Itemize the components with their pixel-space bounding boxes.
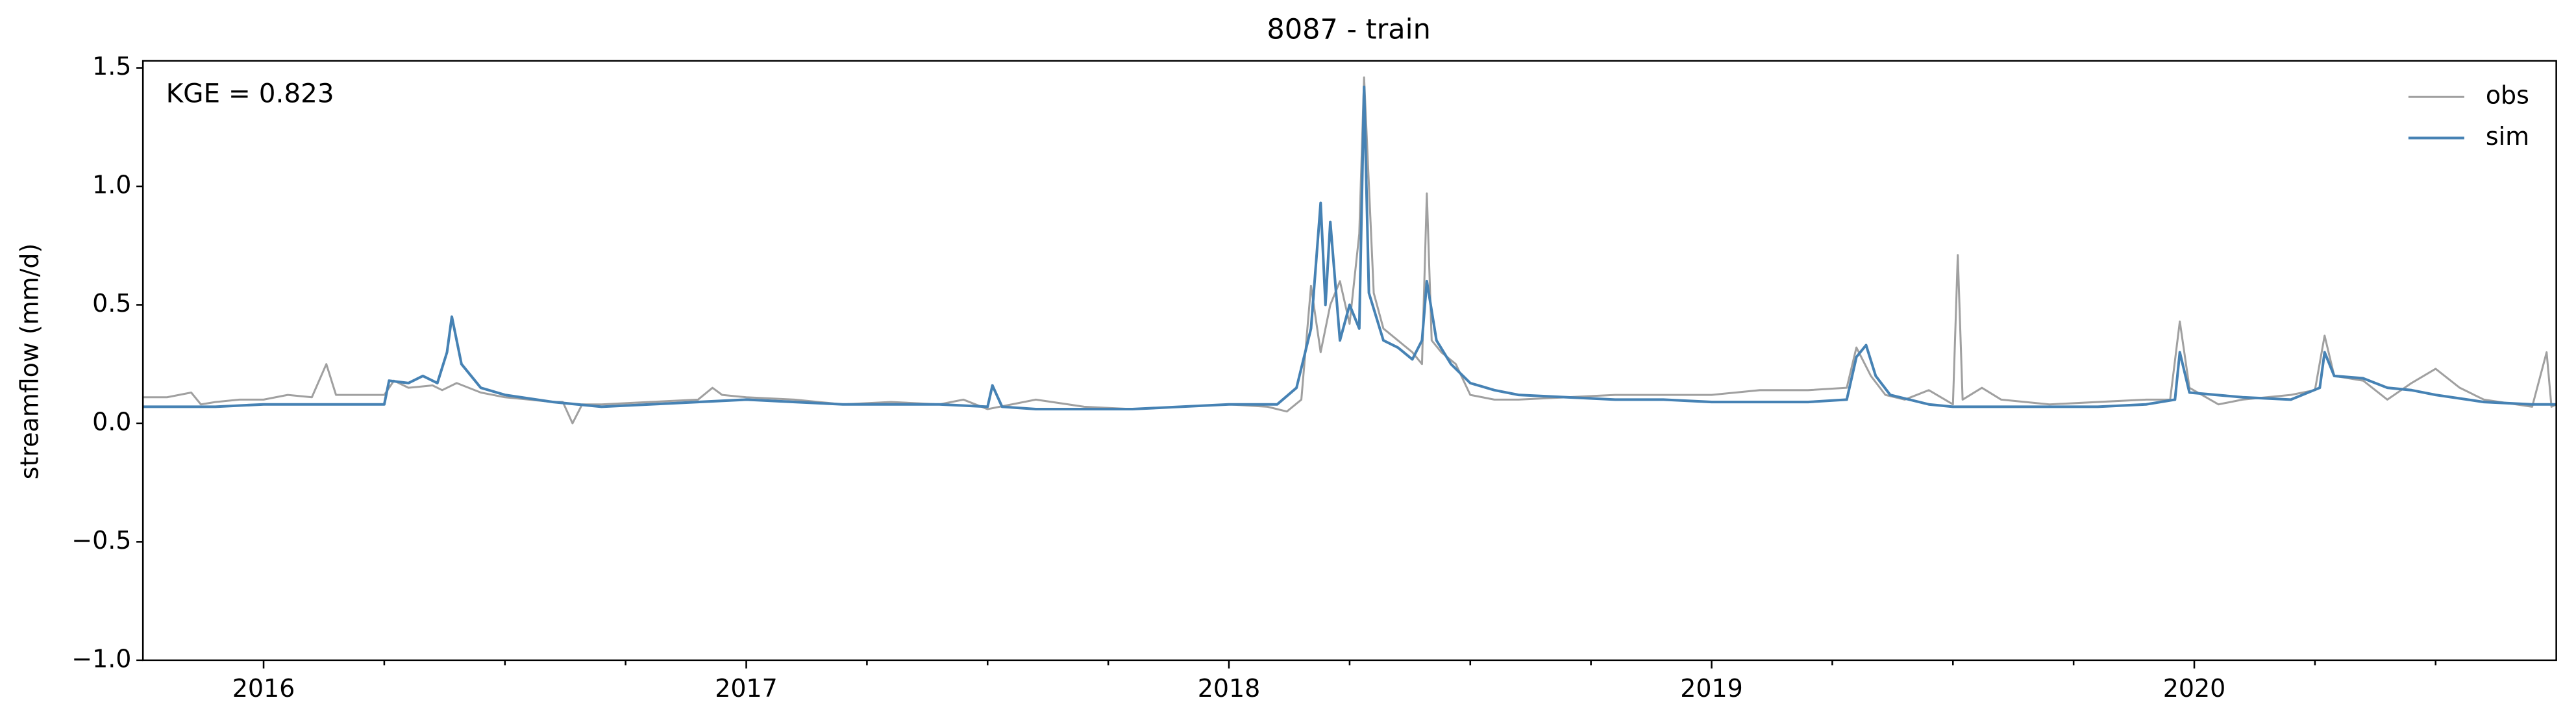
x-tick-label: 2018 <box>1198 674 1261 703</box>
chart-title: 8087 - train <box>1267 14 1430 46</box>
legend-label: sim <box>2486 122 2529 151</box>
y-tick-label: 0.5 <box>92 289 131 318</box>
series-line <box>143 85 2557 411</box>
x-tick-label: 2016 <box>232 674 295 703</box>
x-tick-label: 2017 <box>715 674 778 703</box>
y-tick-label: −1.0 <box>71 644 131 673</box>
axes-frame <box>142 60 2557 662</box>
y-tick-label: 0.0 <box>92 407 131 436</box>
x-tick-label: 2019 <box>1680 674 1743 703</box>
annotation: KGE = 0.823 <box>166 78 334 109</box>
y-tick-label: 1.0 <box>92 170 131 199</box>
y-axis-label: streamflow (mm/d) <box>16 244 44 479</box>
y-tick-label: 1.5 <box>92 52 131 81</box>
series-line <box>143 76 2557 425</box>
y-tick-label: −0.5 <box>71 526 131 555</box>
legend-label: obs <box>2486 81 2529 110</box>
x-tick-label: 2020 <box>2163 674 2226 703</box>
